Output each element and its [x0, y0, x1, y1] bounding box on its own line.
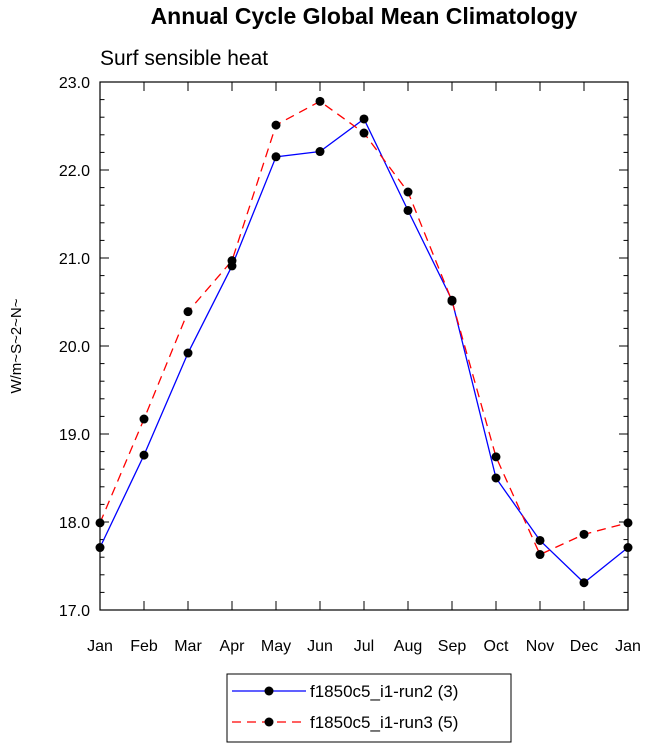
y-tick-label: 22.0: [59, 163, 90, 180]
legend-box: [226, 673, 512, 743]
data-point-series-1: [359, 114, 369, 124]
y-tick-label: 18.0: [59, 515, 90, 532]
data-point-series-1: [579, 578, 589, 588]
data-point-series-2: [183, 307, 193, 317]
data-point-series-2: [139, 414, 149, 424]
y-tick-label: 17.0: [59, 603, 90, 620]
legend-label-run2: f1850c5_i1-run2 (3): [310, 682, 458, 701]
data-point-series-2: [403, 187, 413, 197]
data-point-series-2: [491, 452, 501, 462]
data-point-series-1: [139, 450, 149, 460]
data-point-series-1: [95, 543, 105, 553]
y-tick-label: 21.0: [59, 251, 90, 268]
x-tick-label: Jan: [615, 638, 641, 655]
data-point-series-1: [535, 535, 545, 545]
y-axis-label: W/m~S~2~N~: [8, 298, 25, 393]
data-point-series-2: [359, 128, 369, 138]
x-tick-label: Jul: [354, 638, 374, 655]
x-tick-label: Dec: [570, 638, 598, 655]
series-line-2: [99, 100, 629, 556]
x-tick-label: Sep: [438, 638, 467, 655]
data-point-series-1: [271, 152, 281, 162]
data-point-series-1: [623, 543, 633, 553]
y-tick-label: 19.0: [59, 427, 90, 444]
y-tick-label: 23.0: [59, 75, 90, 92]
x-tick-label: Jan: [87, 638, 113, 655]
series-line-1: [99, 117, 629, 584]
x-tick-label: Mar: [174, 638, 202, 655]
data-point-series-1: [183, 348, 193, 358]
data-point-series-2: [227, 256, 237, 266]
data-point-series-2: [95, 518, 105, 528]
x-tick-labels: Jan Feb Mar Apr May Jun Jul Aug Sep Oct Nov Dec Jan: [87, 638, 641, 655]
y-tick-label: 20.0: [59, 339, 90, 356]
x-tick-label: Nov: [526, 638, 554, 655]
x-tick-label: May: [261, 638, 291, 655]
x-tick-label: Feb: [130, 638, 158, 655]
data-point-series-1: [315, 147, 325, 157]
chart-title: Annual Cycle Global Mean Climatology: [151, 3, 578, 29]
plot-frame: [99, 81, 629, 611]
legend: f1850c5_i1-run2 (3) f1850c5_i1-run3 (5): [226, 673, 512, 743]
axis-ticks: [99, 81, 629, 611]
legend-marker-run2: [264, 686, 274, 696]
data-point-series-2: [271, 120, 281, 130]
series-group: [95, 96, 633, 588]
data-point-series-2: [535, 550, 545, 560]
data-point-series-2: [315, 96, 325, 106]
x-tick-label: Oct: [484, 638, 509, 655]
x-tick-label: Jun: [307, 638, 333, 655]
data-point-series-2: [447, 296, 457, 306]
data-point-series-2: [579, 529, 589, 539]
x-tick-label: Apr: [220, 638, 246, 655]
legend-marker-run3: [264, 717, 274, 727]
y-tick-labels: 17.0 18.0 19.0 20.0 21.0 22.0 23.0: [59, 75, 90, 620]
data-point-series-1: [491, 473, 501, 483]
legend-label-run3: f1850c5_i1-run3 (5): [310, 713, 458, 732]
chart-subtitle: Surf sensible heat: [100, 47, 268, 70]
data-point-series-2: [623, 518, 633, 528]
x-tick-label: Aug: [394, 638, 422, 655]
data-point-series-1: [403, 205, 413, 215]
